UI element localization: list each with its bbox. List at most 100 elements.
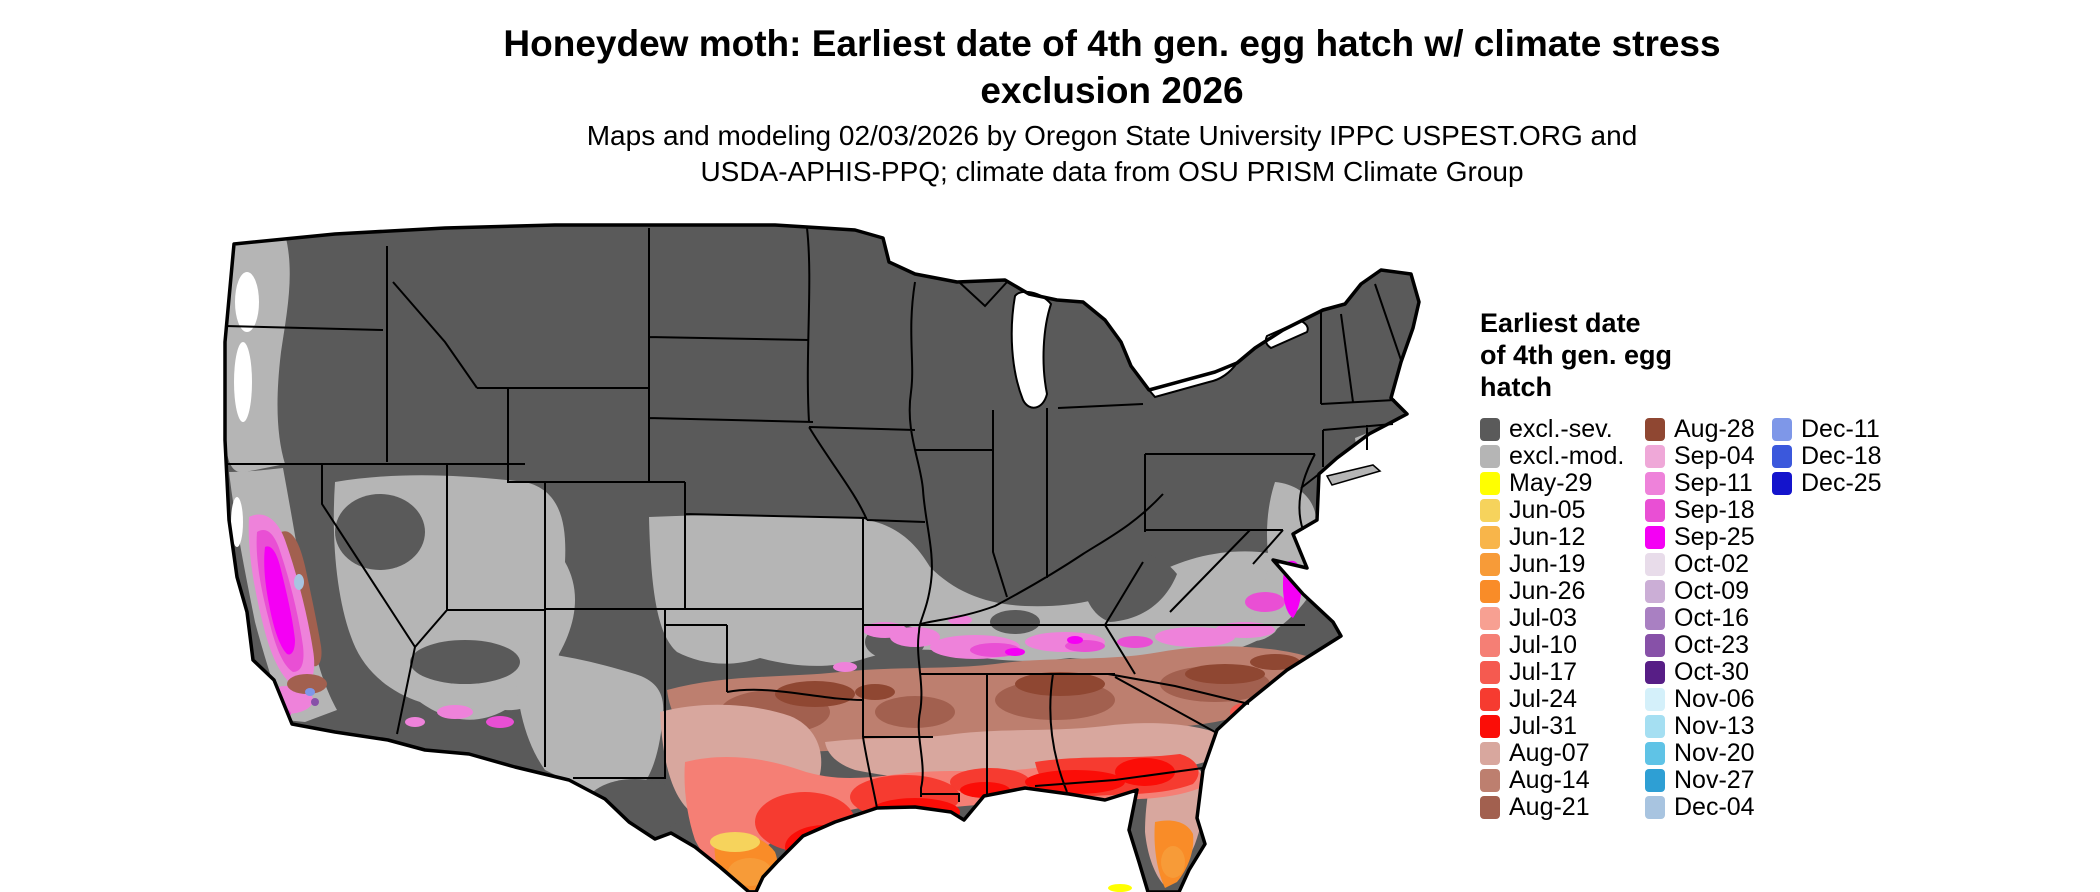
legend-entry: Jul-03: [1480, 603, 1645, 632]
legend-entry: Sep-04: [1645, 442, 1772, 470]
legend-swatch: [1480, 606, 1500, 630]
legend-entry: Sep-25: [1645, 522, 1772, 551]
legend-swatch: [1645, 633, 1665, 657]
legend-swatch: [1645, 687, 1665, 711]
legend-swatch: [1645, 525, 1665, 549]
state-borders: [224, 227, 1402, 809]
legend-column-1: excl.-sev. excl.-mod. May-29 Jun-05 Jun-12 Ju…: [1480, 414, 1645, 821]
legend-entry: Jul-31: [1480, 711, 1645, 740]
legend-entry: Dec-25: [1772, 468, 1882, 497]
legend-title: Earliest date of 4th gen. egg hatch: [1480, 308, 1672, 402]
figure-title: Honeydew moth: Earliest date of 4th gen.…: [503, 23, 1721, 112]
legend-entry-label: Sep-18: [1674, 495, 1755, 524]
legend-entry: Aug-28: [1645, 414, 1772, 443]
legend-entry: Dec-18: [1772, 442, 1882, 470]
legend-swatch: [1772, 444, 1792, 468]
legend-entry: Sep-11: [1645, 469, 1772, 497]
legend-swatch: [1645, 741, 1665, 765]
legend-column-2: Aug-28 Sep-04 Sep-11 Sep-18 Sep-25 Oct-02 Oct-…: [1645, 414, 1772, 821]
legend-entry: Oct-23: [1645, 630, 1772, 659]
legend-entry-label: May-29: [1509, 468, 1593, 497]
legend-entry-label: Jul-10: [1509, 630, 1578, 659]
legend-entry: Jun-12: [1480, 522, 1645, 551]
us-map: [223, 223, 1421, 892]
legend-entry-label: Oct-16: [1674, 603, 1750, 632]
long-island: [1325, 464, 1382, 486]
florida-keys: [1108, 884, 1132, 892]
legend-entry: Dec-04: [1645, 793, 1772, 821]
legend-entry-label: Oct-09: [1674, 576, 1750, 605]
legend-entry: Oct-02: [1645, 549, 1772, 578]
legend-entry: Aug-21: [1480, 792, 1645, 821]
legend-entry-label: Jun-19: [1509, 549, 1586, 578]
legend-swatch: [1772, 417, 1792, 441]
legend-entry-label: excl.-mod.: [1509, 441, 1625, 470]
legend-entry: Aug-14: [1480, 766, 1645, 794]
legend-swatch: [1480, 525, 1500, 549]
legend-entry-label: Nov-13: [1674, 711, 1755, 740]
legend-swatch: [1645, 768, 1665, 792]
legend-entry-label: Oct-23: [1674, 630, 1750, 659]
legend-entry-label: Jun-05: [1509, 495, 1586, 524]
legend-entry-label: Jun-26: [1509, 576, 1586, 605]
legend-entry: excl.-sev.: [1480, 414, 1645, 443]
legend-entry-label: Jul-17: [1509, 657, 1578, 686]
legend-swatch: [1480, 660, 1500, 684]
legend-entry-label: Dec-11: [1801, 414, 1880, 443]
legend-entry: Aug-07: [1480, 738, 1645, 767]
legend-entry: Oct-09: [1645, 576, 1772, 605]
legend-entry-label: Dec-25: [1801, 468, 1882, 497]
legend-swatch: [1772, 471, 1792, 495]
legend-swatch: [1480, 768, 1500, 792]
legend-swatch: [1480, 471, 1500, 495]
legend-swatch: [1645, 471, 1665, 495]
legend-entry-label: Nov-27: [1674, 765, 1755, 794]
legend-swatch: [1480, 633, 1500, 657]
legend-swatch: [1645, 552, 1665, 576]
legend-columns: excl.-sev. excl.-mod. May-29 Jun-05 Jun-12 Ju…: [1480, 414, 2060, 821]
legend-entry-label: Aug-28: [1674, 414, 1755, 443]
legend-entry: Nov-06: [1645, 684, 1772, 713]
legend-swatch: [1645, 606, 1665, 630]
legend-entry: Nov-20: [1645, 738, 1772, 767]
legend-entry-label: Oct-30: [1674, 657, 1750, 686]
legend-entry-label: Sep-25: [1674, 522, 1755, 551]
legend-entry: Dec-11: [1772, 414, 1882, 443]
legend-entry-label: Jul-03: [1509, 603, 1578, 632]
great-lakes: [1010, 290, 1309, 409]
legend-swatch: [1645, 579, 1665, 603]
figure-subtitle: Maps and modeling 02/03/2026 by Oregon S…: [586, 120, 1638, 188]
legend-entry: Jul-17: [1480, 657, 1645, 686]
legend-swatch: [1645, 660, 1665, 684]
legend-entry-label: Jul-31: [1509, 711, 1578, 740]
legend-entry-label: Jul-24: [1509, 684, 1578, 713]
legend-entry: Jun-19: [1480, 549, 1645, 578]
legend-entry: May-29: [1480, 468, 1645, 497]
legend-swatch: [1645, 444, 1665, 468]
legend-swatch: [1480, 741, 1500, 765]
legend-swatch: [1480, 417, 1500, 441]
legend-swatch: [1645, 795, 1665, 819]
legend-swatch: [1480, 795, 1500, 819]
legend-entry-label: Jun-12: [1509, 522, 1586, 551]
legend-entry-label: excl.-sev.: [1509, 414, 1613, 443]
legend-entry-label: Nov-20: [1674, 738, 1755, 767]
legend-entry-label: Aug-21: [1509, 792, 1590, 821]
map-legend: Earliest date of 4th gen. egg hatch excl…: [1480, 308, 2060, 821]
legend-entry: Jul-24: [1480, 684, 1645, 713]
legend-entry-label: Aug-07: [1509, 738, 1590, 767]
legend-swatch: [1480, 714, 1500, 738]
legend-swatch: [1480, 444, 1500, 468]
legend-swatch: [1645, 417, 1665, 441]
legend-entry: excl.-mod.: [1480, 441, 1645, 470]
legend-entry-label: Oct-02: [1674, 549, 1750, 578]
legend-entry: Oct-16: [1645, 603, 1772, 632]
us-outline: [223, 223, 1421, 892]
legend-column-3: Dec-11 Dec-18 Dec-25: [1772, 414, 1882, 497]
legend-entry: Jul-10: [1480, 630, 1645, 659]
legend-entry-label: Nov-06: [1674, 684, 1755, 713]
legend-swatch: [1480, 498, 1500, 522]
legend-entry: Sep-18: [1645, 495, 1772, 524]
legend-entry: Nov-27: [1645, 765, 1772, 794]
